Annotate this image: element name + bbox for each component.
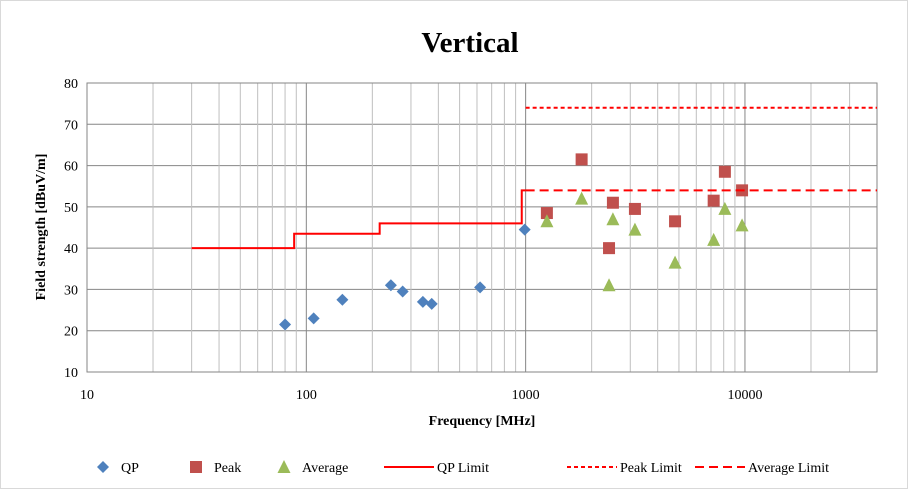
qp-limit-legend-label: QP Limit: [437, 461, 489, 476]
qp-point: [307, 312, 320, 325]
qp-legend-swatch: [97, 461, 109, 473]
y-tick-label: 20: [64, 325, 78, 340]
x-tick-label: 1000: [512, 388, 540, 403]
peak-point: [669, 215, 682, 228]
qp-legend-label: QP: [121, 461, 139, 476]
average-point: [540, 214, 554, 228]
qp-point: [279, 318, 292, 331]
y-tick-label: 60: [64, 160, 78, 175]
qp-point: [336, 293, 349, 306]
x-tick-label: 10: [80, 388, 94, 403]
peak-point: [718, 165, 731, 178]
tick-labels: 10 20 30 40 50 60 70 80 10 100 1000 10000: [64, 77, 762, 403]
peak-limit-legend-label: Peak Limit: [620, 461, 682, 476]
y-axis-label: Field strength [dBuV/m]: [34, 154, 49, 301]
qp-point: [425, 297, 438, 310]
x-tick-label: 10000: [727, 388, 762, 403]
peak-point: [603, 242, 616, 255]
peak-point: [628, 202, 641, 215]
peak-point: [575, 153, 588, 166]
chart-title: Vertical: [421, 27, 518, 59]
peak-point: [707, 194, 720, 207]
y-tick-label: 10: [64, 366, 78, 381]
qp-point: [474, 281, 487, 294]
average-point: [718, 201, 732, 215]
x-axis-label: Frequency [MHz]: [429, 414, 536, 429]
y-tick-label: 80: [64, 77, 78, 92]
peak-legend-swatch: [190, 461, 202, 473]
average-point: [575, 191, 589, 205]
average-point: [707, 232, 721, 246]
average-limit-legend-label: Average Limit: [748, 461, 829, 476]
y-tick-label: 70: [64, 118, 78, 133]
peak-point: [540, 207, 553, 220]
average-point: [668, 255, 682, 269]
qp-point: [384, 279, 397, 292]
average-legend-label: Average: [302, 461, 348, 476]
x-tick-label: 100: [296, 388, 317, 403]
average-point: [735, 218, 749, 232]
y-tick-label: 30: [64, 283, 78, 298]
qp-point: [518, 223, 531, 236]
legend: QP Peak Average QP Limit Peak Limit Average L…: [97, 460, 829, 476]
series: [191, 106, 877, 331]
peak-legend-label: Peak: [214, 461, 241, 476]
qp-point: [396, 285, 409, 298]
average-legend-swatch: [277, 460, 291, 473]
peak-point: [606, 196, 619, 209]
qp-limit-line: [191, 189, 526, 250]
average-point: [602, 278, 616, 292]
qp-point: [416, 295, 429, 308]
y-tick-label: 40: [64, 242, 78, 257]
plot-frame: [86, 82, 878, 373]
average-point: [628, 222, 642, 236]
average-point: [606, 212, 620, 226]
y-tick-label: 50: [64, 201, 78, 216]
